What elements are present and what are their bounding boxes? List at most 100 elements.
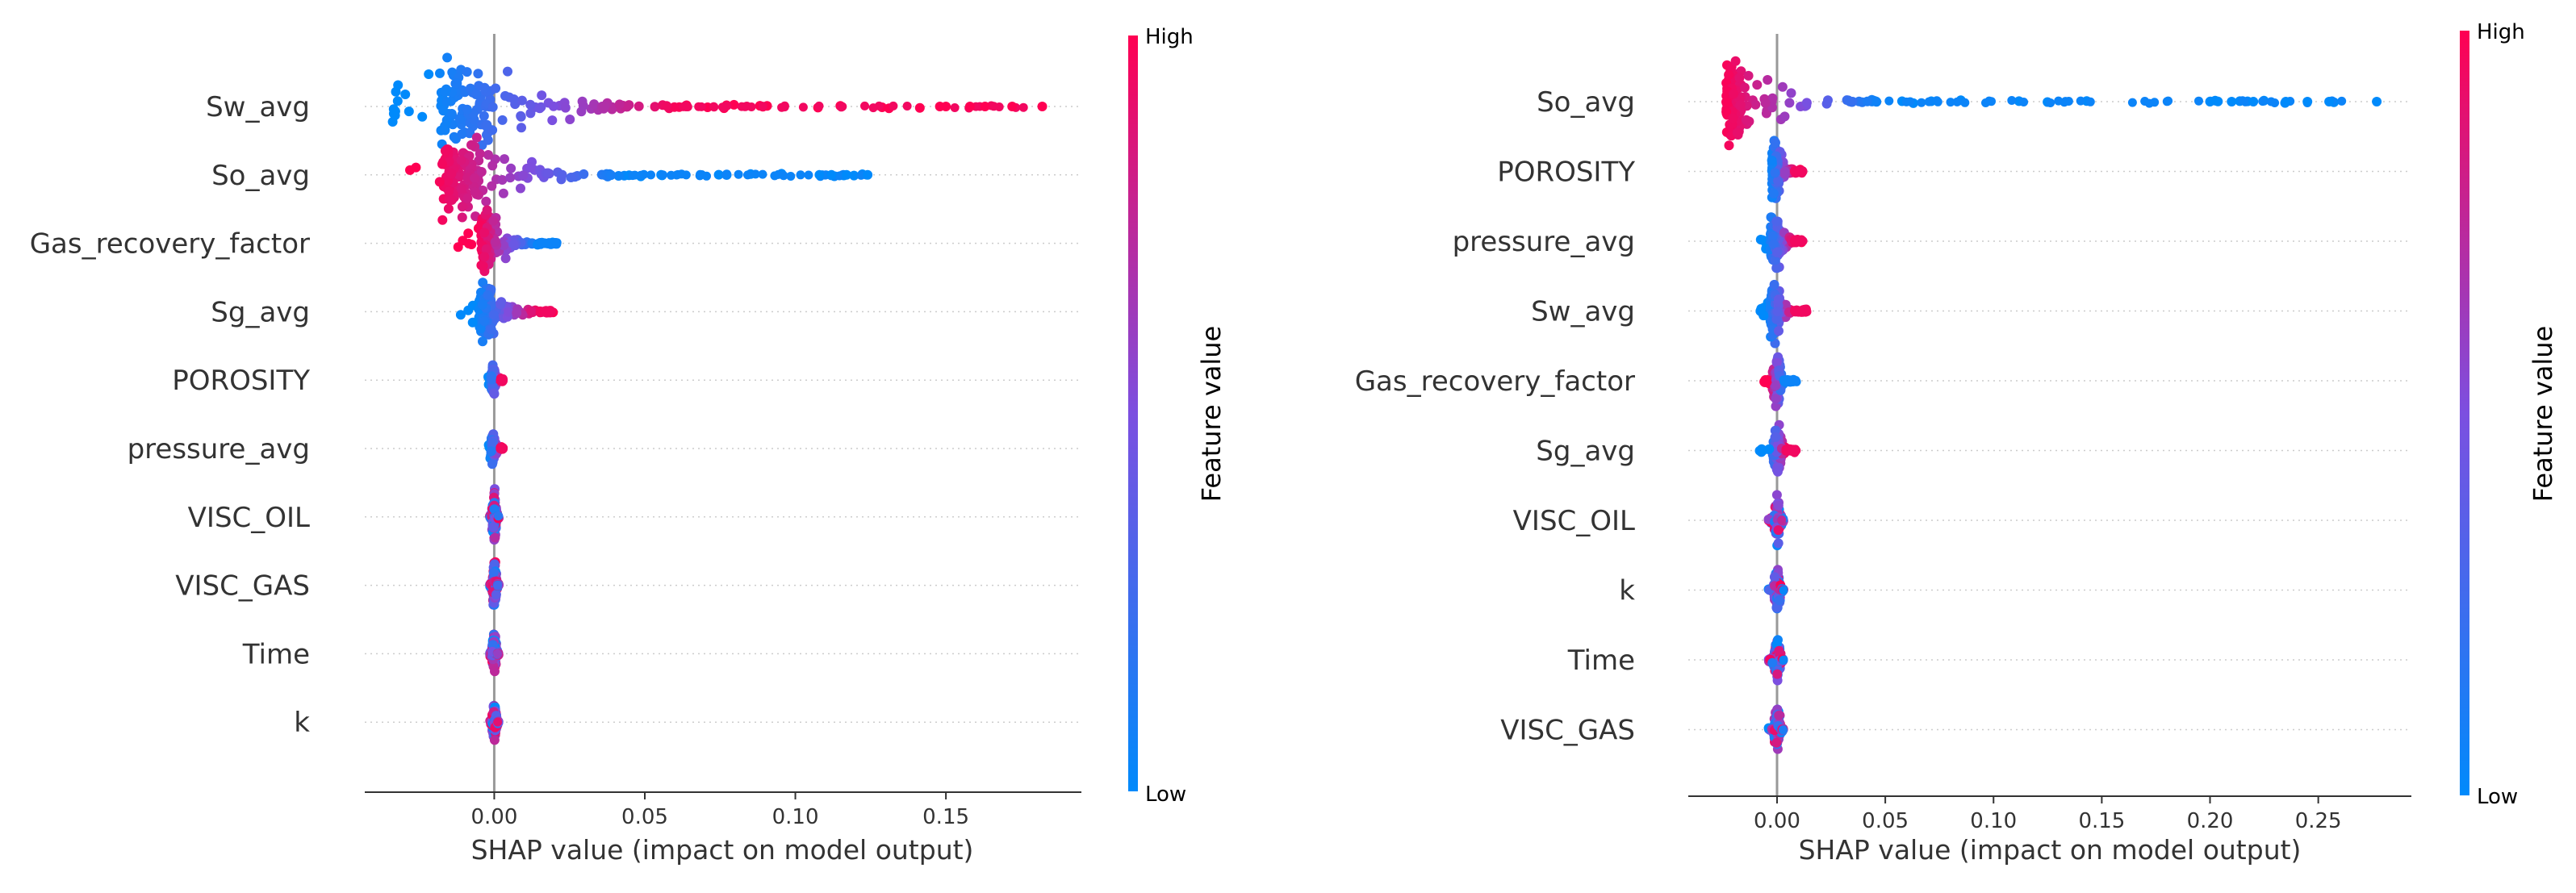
shap-point (814, 101, 824, 111)
feature-label: POROSITY (1497, 156, 1635, 189)
shap-point (1772, 307, 1783, 317)
shap-point (557, 169, 567, 180)
shap-point (482, 205, 492, 215)
shap-panel-left: Sw_avg So_avg Gas_recovery_factor Sg_avg POR… (30, 25, 1227, 866)
shap-point (770, 171, 780, 181)
shap-point (1770, 168, 1780, 178)
shap-outlier-point (941, 102, 951, 111)
shap-point (481, 196, 491, 207)
shap-point (417, 111, 428, 122)
shap-point (1767, 155, 1777, 165)
x-tick-label: 0.10 (1970, 809, 2017, 833)
shap-point (518, 170, 529, 181)
shap-point (538, 239, 548, 248)
shap-point (1771, 432, 1781, 442)
shap-point (548, 101, 558, 111)
shap-point (721, 170, 731, 180)
feature-label: So_avg (1537, 86, 1635, 119)
shap-point (540, 307, 550, 317)
x-tick-label: 0.15 (2078, 809, 2125, 833)
shap-point (798, 102, 808, 112)
shap-point (1774, 595, 1784, 606)
shap-point (497, 115, 508, 125)
shap-point (646, 170, 655, 180)
shap-point (443, 203, 454, 214)
shap-point (392, 96, 403, 106)
shap-point (1735, 99, 1746, 110)
shap-point (490, 236, 500, 247)
feature-label: k (1619, 575, 1635, 607)
shap-point (454, 172, 465, 182)
shap-point (1779, 655, 1788, 665)
shap-point (479, 227, 490, 238)
shap-point (1774, 710, 1784, 720)
shap-point (780, 102, 789, 112)
shap-point (758, 169, 767, 179)
shap-point (476, 167, 487, 177)
shap-point (516, 183, 525, 194)
shap-point (516, 95, 527, 106)
shap-point (1771, 381, 1781, 390)
shap-point (1739, 82, 1750, 93)
shap-point (1760, 98, 1771, 108)
feature-label: pressure_avg (1453, 226, 1635, 258)
shap-point (1756, 444, 1767, 454)
shap-point (1779, 725, 1788, 735)
x-tick-label: 0.25 (2295, 809, 2342, 833)
shap-point (499, 240, 508, 251)
shap-outlier-point (964, 102, 975, 111)
shap-point (1789, 376, 1799, 386)
shap-point (1779, 111, 1790, 122)
shap-point (525, 162, 536, 173)
shap-point (1752, 80, 1763, 90)
shap-point (1773, 294, 1784, 305)
shap-outlier-point (2281, 97, 2291, 106)
shap-point (552, 239, 562, 248)
shap-point (470, 90, 481, 99)
shap-point (483, 150, 493, 160)
shap-point (746, 102, 756, 111)
shap-point (1772, 247, 1783, 257)
shap-point (2266, 97, 2276, 106)
shap-point (1773, 176, 1784, 186)
shap-point (456, 155, 466, 165)
shap-outlier-point (2248, 97, 2259, 106)
shap-point (2019, 98, 2029, 106)
shap-point (1780, 299, 1791, 310)
shap-point (868, 103, 878, 113)
shap-point (457, 129, 467, 140)
shap-point (483, 290, 493, 300)
shap-point (860, 101, 869, 111)
shap-point (475, 323, 486, 334)
shap-point (914, 102, 925, 113)
shap-point (1721, 97, 1731, 107)
shap-point (437, 215, 448, 225)
shap-point (2007, 96, 2017, 105)
colorbar (2460, 31, 2469, 795)
colorbar-title: Feature value (1196, 326, 1227, 503)
shap-point (505, 173, 516, 183)
shap-point (786, 172, 796, 181)
colorbar-title: Feature value (2528, 326, 2558, 503)
shap-point (487, 181, 497, 191)
shap-point (525, 99, 536, 110)
x-tick-label: 0.00 (1754, 809, 1800, 833)
shap-point (662, 101, 672, 111)
shap-point (1845, 96, 1855, 106)
shap-point (467, 317, 478, 328)
shap-point (496, 444, 505, 453)
shap-point (902, 102, 912, 111)
shap-point (490, 532, 500, 543)
shap-point (449, 131, 459, 142)
shap-point (1730, 56, 1741, 66)
shap-point (614, 99, 625, 110)
shap-point (500, 154, 509, 165)
shap-point (477, 299, 487, 310)
shap-point (503, 66, 512, 77)
shap-point (488, 310, 499, 320)
shap-point (1764, 444, 1775, 454)
shap-point (1772, 465, 1783, 475)
shap-point (1763, 376, 1773, 386)
shap-point (2238, 96, 2248, 106)
